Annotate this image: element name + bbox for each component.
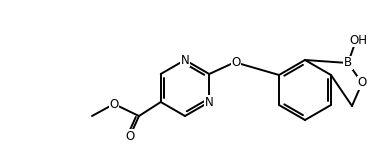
Text: O: O — [109, 97, 119, 111]
Text: N: N — [181, 53, 190, 67]
Text: B: B — [344, 56, 352, 70]
Text: O: O — [357, 76, 367, 90]
Text: O: O — [231, 55, 240, 69]
Text: N: N — [205, 95, 213, 109]
Text: OH: OH — [349, 33, 367, 47]
Text: O: O — [125, 130, 135, 142]
